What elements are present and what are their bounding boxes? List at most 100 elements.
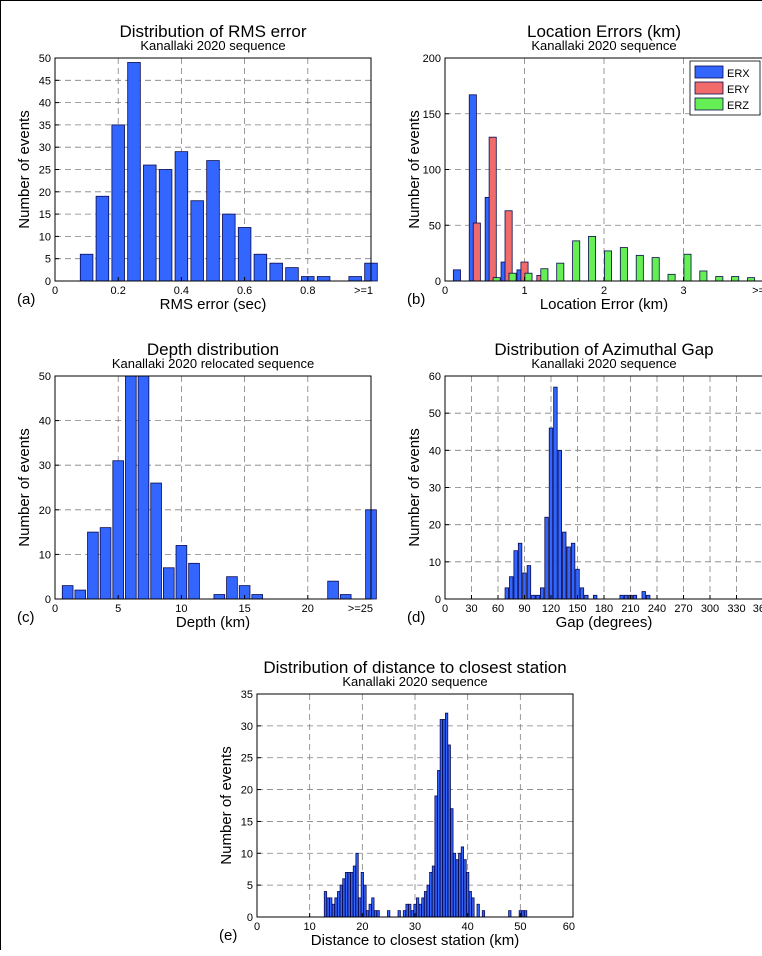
bar-d-s0-21	[623, 594, 629, 600]
x-axis-label: Depth (km)	[176, 614, 250, 631]
bar-e-s0-29	[418, 903, 422, 918]
bar-d-s0-19	[593, 594, 598, 600]
bar-e-s0-33	[429, 872, 433, 918]
plot-area	[445, 376, 762, 599]
y-tick-label: 100	[423, 165, 441, 177]
bar-a-s0-6	[174, 151, 189, 282]
bar-a-s0-16	[348, 276, 362, 282]
chart-panel-b: 0 1 2 3 >= 0 50 100 150 200 Location Errors (km)Ka…	[406, 22, 762, 313]
bar-b-s2-8	[619, 247, 628, 282]
bar-e-s0-24	[405, 903, 409, 918]
x-tick-label: 0	[52, 285, 58, 297]
bar-d-s0-16	[575, 568, 580, 600]
bar-d-s0-14	[566, 546, 571, 600]
bar-a-s0-7	[190, 200, 204, 282]
y-tick-label: 10	[39, 549, 51, 561]
bar-a-s0-3	[127, 62, 141, 282]
bar-a-s0-1	[95, 195, 110, 282]
y-tick-label: 0	[45, 276, 51, 288]
bar-d-s0-3	[517, 542, 523, 600]
bar-c-s0-15	[327, 580, 339, 600]
x-tick-label: >=	[752, 285, 762, 297]
bar-d-s0-8	[540, 587, 545, 600]
y-tick-label: 50	[39, 371, 51, 383]
bar-c-s0-8	[162, 567, 175, 600]
y-tick-label: 10	[429, 557, 441, 569]
x-axis-label: Location Error (km)	[540, 296, 668, 313]
y-tick-label: 60	[429, 371, 441, 383]
bar-d-s0-7	[535, 594, 540, 600]
bar-c-s0-4	[112, 460, 124, 600]
y-tick-label: 45	[39, 75, 51, 87]
legend-entry: ERZ	[727, 100, 749, 112]
y-tick-label: 200	[423, 53, 441, 65]
x-axis-label: Distance to closest station (km)	[311, 932, 519, 949]
bar-b-s1-1	[488, 136, 497, 282]
x-tick-label: 10	[175, 603, 187, 615]
bar-c-s0-6	[137, 375, 150, 600]
x-tick-label: 0	[442, 603, 448, 615]
y-axis-label: Number of events	[16, 110, 33, 228]
bar-b-s2-1	[508, 272, 517, 282]
bar-e-s0-37	[439, 719, 443, 918]
bar-b-s2-0	[492, 277, 501, 282]
legend: ERX ERY ERZ	[689, 60, 761, 116]
chart-title: Location Errors (km)	[527, 22, 681, 41]
bar-e-s0-31	[423, 891, 428, 918]
x-tick-label: 60	[492, 603, 504, 615]
bar-b-s2-15	[731, 276, 740, 282]
bar-e-s0-18	[371, 897, 375, 918]
y-tick-label: 0	[435, 594, 441, 606]
bar-b-s1-0	[472, 222, 481, 282]
panel-label: (d)	[407, 609, 425, 626]
bar-e-s0-55	[524, 910, 528, 918]
bar-e-s0-19	[373, 910, 378, 918]
bar-b-s2-3	[540, 268, 549, 282]
y-axis-label: Number of events	[218, 746, 235, 864]
y-tick-label: 25	[241, 753, 253, 765]
panel-label: (b)	[407, 291, 425, 308]
y-tick-label: 15	[241, 816, 253, 828]
bar-a-s0-4	[143, 164, 157, 282]
x-tick-label: 60	[563, 921, 575, 933]
bar-b-s2-5	[572, 240, 581, 282]
bar-e-s0-3	[331, 903, 335, 918]
bar-d-s0-9	[544, 516, 549, 600]
bar-e-s0-20	[376, 910, 380, 918]
bar-d-s0-23	[632, 594, 638, 600]
bar-a-s0-9	[222, 213, 236, 282]
bar-e-s0-23	[402, 910, 407, 918]
bar-e-s0-6	[339, 884, 343, 918]
legend-swatch	[694, 81, 724, 95]
y-tick-label: 20	[39, 505, 51, 517]
chart-title: Distribution of distance to closest stat…	[263, 658, 566, 677]
x-tick-label: 0.2	[111, 285, 126, 297]
chart-subtitle: Kanallaki 2020 sequence	[342, 674, 487, 689]
y-tick-label: 30	[39, 460, 51, 472]
y-axis-label: Number of events	[406, 110, 423, 228]
bar-e-s0-45	[460, 846, 464, 918]
legend-entry: ERX	[727, 68, 750, 80]
bar-e-s0-21	[387, 910, 391, 918]
bar-e-s0-41	[450, 808, 454, 918]
bar-d-s0-2	[513, 550, 518, 600]
bar-e-s0-16	[366, 910, 370, 918]
bar-c-s0-14	[251, 594, 264, 600]
bar-c-s0-5	[125, 375, 137, 600]
y-axis-label: Number of events	[16, 428, 33, 546]
y-tick-label: 40	[39, 416, 51, 428]
x-tick-label: 330	[727, 603, 745, 615]
y-tick-label: 25	[39, 165, 51, 177]
bar-e-s0-9	[347, 872, 351, 918]
bar-d-s0-5	[526, 565, 532, 600]
bar-b-s2-6	[588, 235, 597, 282]
bar-e-s0-32	[426, 884, 430, 918]
y-tick-label: 30	[241, 721, 253, 733]
bar-e-s0-42	[452, 852, 457, 918]
bar-c-s0-10	[188, 562, 200, 600]
panel-label: (c)	[17, 609, 35, 626]
x-axis-label: Gap (degrees)	[556, 614, 653, 631]
x-tick-label: 300	[701, 603, 719, 615]
bar-e-s0-50	[476, 903, 480, 918]
